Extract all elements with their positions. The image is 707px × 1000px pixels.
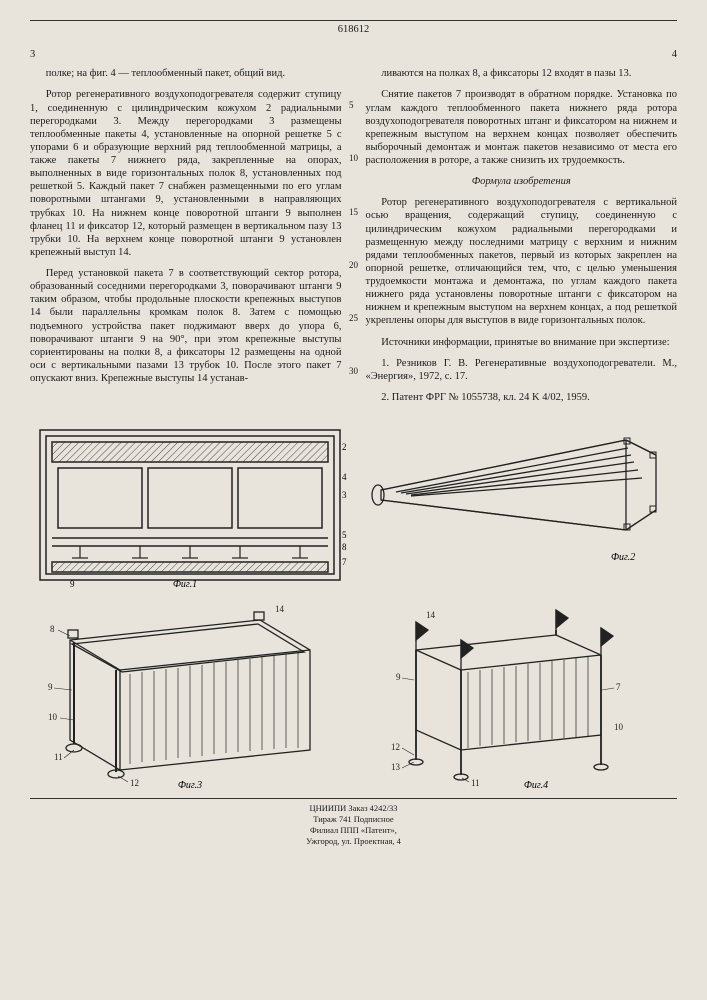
sources-heading: Источники информации, принятые во вниман… — [366, 336, 678, 349]
body-paragraph: ливаются на полках 8, а фиксаторы 12 вхо… — [366, 67, 678, 80]
column-number: 4 — [366, 48, 678, 61]
svg-text:9: 9 — [70, 579, 75, 589]
svg-text:9: 9 — [48, 682, 53, 692]
figure-row: 8 14 9 10 11 12 Фиг.3 — [30, 600, 677, 790]
svg-text:10: 10 — [48, 712, 58, 722]
svg-text:2: 2 — [342, 442, 347, 452]
svg-text:8: 8 — [50, 624, 55, 634]
line-marker: 20 — [349, 260, 358, 271]
figure-label: Фиг.1 — [173, 579, 197, 590]
svg-text:14: 14 — [426, 610, 436, 620]
source-citation: 2. Патент ФРГ № 1055738, кл. 24 K 4/02, … — [366, 391, 678, 404]
svg-text:5: 5 — [342, 530, 347, 540]
body-paragraph: Снятие пакетов 7 производят в обратном п… — [366, 88, 678, 167]
figure-3: 8 14 9 10 11 12 Фиг.3 — [30, 600, 350, 790]
footer-line: Тираж 741 Подписное — [30, 814, 677, 825]
svg-text:13: 13 — [391, 762, 401, 772]
svg-text:11: 11 — [54, 752, 63, 762]
footer-line: ЦНИИПИ Заказ 4242/33 — [30, 803, 677, 814]
figures-area: Фиг.1 2 4 3 5 8 7 9 — [30, 420, 677, 790]
line-marker: 25 — [349, 313, 358, 324]
svg-text:4: 4 — [342, 472, 347, 482]
intro-line: полке; на фиг. 4 — теплообменный пакет, … — [30, 67, 342, 80]
svg-text:7: 7 — [342, 557, 347, 567]
figure-row: Фиг.1 2 4 3 5 8 7 9 — [30, 420, 677, 590]
column-number: 3 — [30, 48, 342, 61]
figure-4: 14 9 7 10 12 13 11 Фиг.4 — [366, 600, 666, 790]
imprint-footer: ЦНИИПИ Заказ 4242/33 Тираж 741 Подписное… — [30, 798, 677, 847]
svg-text:8: 8 — [342, 542, 347, 552]
svg-text:12: 12 — [391, 742, 400, 752]
footer-line: Ужгород, ул. Проектная, 4 — [30, 836, 677, 847]
line-marker: 30 — [349, 366, 358, 377]
figure-label: Фиг.2 — [611, 552, 635, 563]
footer-line: Филиал ППП «Патент», — [30, 825, 677, 836]
line-marker: 5 — [349, 100, 358, 111]
line-marker: 15 — [349, 207, 358, 218]
formula-text: Ротор регенеративного воздухоподогревате… — [366, 196, 678, 327]
body-paragraph: Перед установкой пакета 7 в соответствую… — [30, 267, 342, 385]
figure-2: Фиг.2 — [366, 420, 666, 570]
svg-text:14: 14 — [275, 604, 285, 614]
line-marker: 10 — [349, 153, 358, 164]
line-number-margin: 5 10 15 20 25 30 — [349, 100, 358, 378]
right-column: 4 ливаются на полках 8, а фиксаторы 12 в… — [366, 48, 678, 412]
figure-1: Фиг.1 2 4 3 5 8 7 9 — [30, 420, 350, 590]
formula-heading: Формула изобретения — [366, 175, 678, 188]
svg-text:12: 12 — [130, 778, 139, 788]
figure-label: Фиг.4 — [524, 780, 548, 790]
svg-text:10: 10 — [614, 722, 624, 732]
svg-text:9: 9 — [396, 672, 401, 682]
svg-text:11: 11 — [471, 778, 480, 788]
document-number: 618612 — [30, 20, 677, 36]
svg-text:7: 7 — [616, 682, 621, 692]
left-column: 3 полке; на фиг. 4 — теплообменный пакет… — [30, 48, 342, 412]
source-citation: 1. Резников Г. В. Регенеративные воздухо… — [366, 357, 678, 383]
patent-number: 618612 — [338, 24, 370, 35]
svg-text:3: 3 — [342, 490, 347, 500]
figure-label: Фиг.3 — [178, 780, 202, 790]
body-paragraph: Ротор регенеративного воздухоподогревате… — [30, 88, 342, 259]
